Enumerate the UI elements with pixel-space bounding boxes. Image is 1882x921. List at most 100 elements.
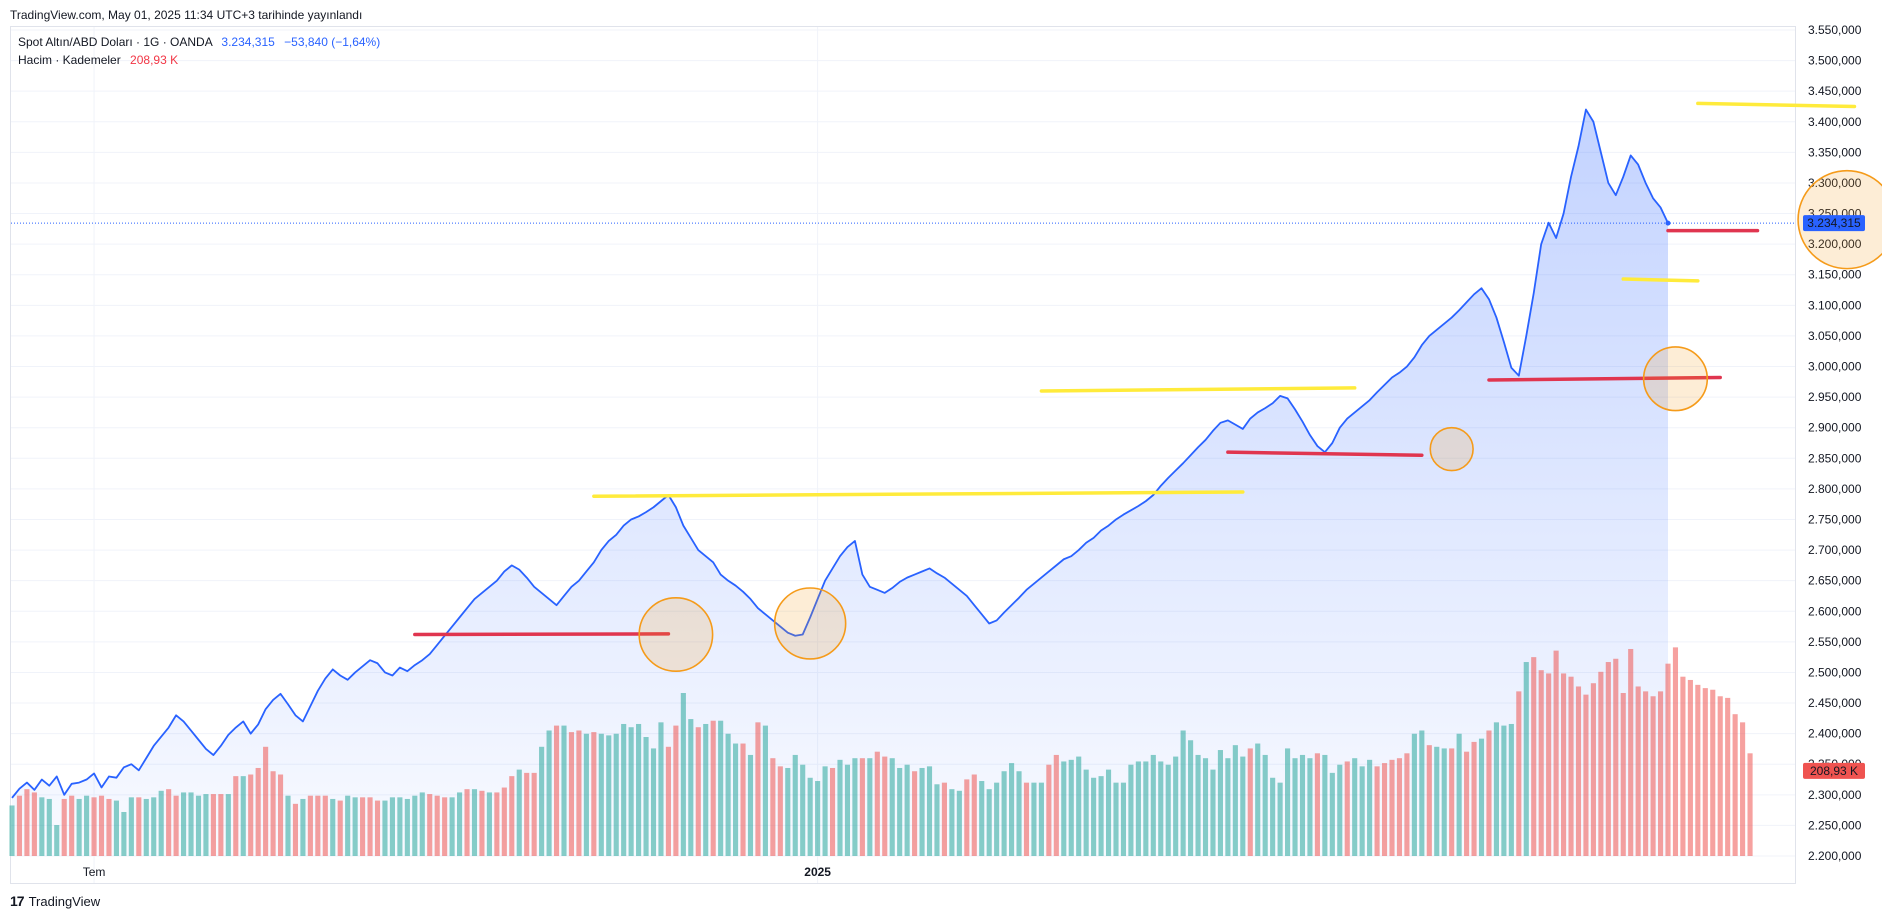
volume-bar bbox=[389, 797, 395, 856]
volume-bar bbox=[1493, 722, 1499, 856]
price-tick-label: 3.500,000 bbox=[1808, 54, 1862, 68]
volume-bar bbox=[1314, 753, 1320, 856]
volume-bar bbox=[1120, 782, 1127, 856]
volume-bar bbox=[926, 766, 933, 856]
volume-bar bbox=[1240, 756, 1246, 856]
legend-price-row: Spot Altın/ABD Doları · 1G · OANDA 3.234… bbox=[18, 35, 380, 49]
volume-bar bbox=[770, 758, 776, 856]
volume-bar bbox=[1598, 671, 1604, 856]
volume-bar bbox=[912, 771, 918, 856]
price-tick-label: 2.750,000 bbox=[1808, 512, 1862, 526]
volume-bar bbox=[143, 798, 149, 856]
last-price-dot bbox=[1665, 220, 1671, 226]
volume-bar bbox=[113, 800, 119, 856]
volume-bar bbox=[665, 746, 671, 856]
volume-bar bbox=[16, 795, 23, 856]
volume-bar bbox=[69, 795, 75, 856]
legend-symbol: Spot Altın/ABD Doları · 1G · OANDA bbox=[18, 35, 213, 49]
volume-bar bbox=[173, 795, 179, 856]
volume-bar bbox=[1202, 758, 1209, 856]
volume-bar bbox=[1337, 764, 1343, 856]
volume-bar bbox=[1635, 686, 1641, 856]
volume-bar bbox=[1173, 756, 1179, 856]
legend-volume-value: 208,93 K bbox=[130, 53, 179, 67]
price-tick-label: 2.500,000 bbox=[1808, 665, 1862, 679]
price-tick-label: 2.850,000 bbox=[1808, 451, 1862, 465]
volume-bar bbox=[852, 758, 858, 856]
volume-bar bbox=[837, 759, 843, 856]
volume-bar bbox=[889, 758, 895, 856]
volume-bar bbox=[1016, 771, 1022, 856]
volume-bar bbox=[322, 795, 328, 856]
volume-bar bbox=[181, 792, 187, 856]
volume-bar bbox=[1158, 761, 1164, 856]
legend-last-price: 3.234,315 bbox=[221, 35, 275, 49]
volume-bar bbox=[1381, 763, 1388, 856]
volume-bar bbox=[1740, 722, 1746, 856]
volume-bar bbox=[598, 733, 604, 856]
time-tick-label: Tem bbox=[83, 865, 106, 879]
volume-bar bbox=[1583, 694, 1589, 856]
volume-bar bbox=[1471, 741, 1477, 856]
price-tick-label: 3.350,000 bbox=[1808, 145, 1862, 159]
volume-bar bbox=[725, 733, 731, 856]
volume-bar bbox=[61, 798, 67, 856]
volume-bar bbox=[1091, 777, 1097, 856]
volume-bar bbox=[195, 795, 202, 856]
price-tick-label: 2.950,000 bbox=[1808, 390, 1862, 404]
volume-bar bbox=[106, 798, 112, 856]
volume-bar bbox=[1180, 730, 1186, 856]
volume-bar bbox=[815, 781, 821, 856]
volume-bar bbox=[874, 751, 880, 856]
price-tick-label: 3.550,000 bbox=[1808, 23, 1862, 37]
volume-bar bbox=[337, 800, 343, 856]
volume-bar bbox=[1046, 764, 1052, 856]
volume-bar bbox=[1419, 730, 1425, 856]
volume-bar bbox=[1516, 691, 1522, 856]
volume-bar bbox=[1702, 688, 1708, 856]
price-tick-label: 2.550,000 bbox=[1808, 635, 1862, 649]
support-line bbox=[1487, 375, 1722, 382]
volume-bar bbox=[919, 767, 925, 856]
volume-bar bbox=[1225, 758, 1231, 856]
volume-bar bbox=[1501, 725, 1507, 856]
volume-bar bbox=[539, 746, 545, 856]
volume-bar bbox=[1165, 764, 1171, 856]
volume-bar bbox=[1285, 748, 1291, 856]
volume-bar bbox=[397, 797, 403, 856]
volume-bar bbox=[747, 754, 754, 856]
volume-bar bbox=[151, 797, 157, 856]
footer-brand[interactable]: 17 TradingView bbox=[10, 893, 100, 909]
volume-bar bbox=[1247, 748, 1253, 856]
volume-bar bbox=[1195, 754, 1201, 856]
volume-bar bbox=[1605, 662, 1611, 856]
volume-bar bbox=[1650, 696, 1656, 856]
volume-bar bbox=[1150, 754, 1156, 856]
volume-bar bbox=[345, 795, 351, 856]
volume-bar bbox=[9, 805, 15, 856]
resistance-line bbox=[1621, 277, 1700, 283]
highlight-circle bbox=[773, 587, 847, 660]
volume-bar bbox=[1426, 745, 1432, 856]
volume-bar bbox=[1464, 751, 1470, 856]
volume-bar bbox=[1665, 663, 1671, 856]
volume-bar bbox=[1590, 683, 1596, 856]
volume-bar bbox=[688, 719, 694, 856]
volume-bar bbox=[270, 771, 276, 856]
volume-bar bbox=[561, 725, 567, 856]
volume-bar bbox=[1083, 769, 1089, 856]
volume-bar bbox=[1135, 761, 1141, 856]
volume-bar bbox=[1329, 772, 1335, 856]
volume-bar bbox=[449, 797, 455, 856]
volume-bar bbox=[1188, 740, 1194, 856]
volume-bar bbox=[971, 774, 977, 856]
volume-bar bbox=[546, 730, 552, 856]
legend-volume-label: Hacim · Kademeler bbox=[18, 53, 121, 67]
volume-bar bbox=[733, 743, 739, 856]
volume-bar bbox=[1270, 777, 1276, 856]
volume-bar bbox=[740, 743, 746, 856]
volume-bar bbox=[1061, 761, 1067, 856]
volume-bar bbox=[307, 795, 313, 856]
price-tick-label: 2.200,000 bbox=[1808, 849, 1862, 863]
